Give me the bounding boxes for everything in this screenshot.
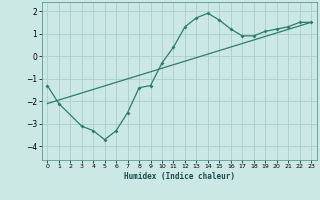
X-axis label: Humidex (Indice chaleur): Humidex (Indice chaleur)	[124, 172, 235, 181]
